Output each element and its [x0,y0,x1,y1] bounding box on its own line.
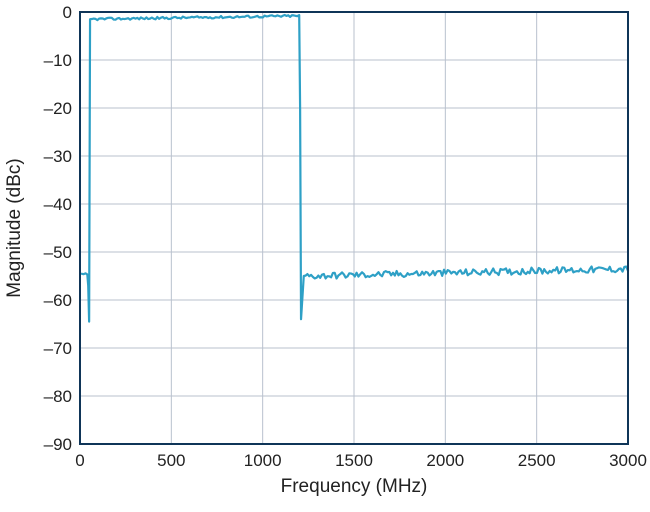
svg-text:Frequency (MHz): Frequency (MHz) [281,476,428,497]
svg-text:Magnitude (dBc): Magnitude (dBc) [4,158,25,297]
svg-text:–20: –20 [44,99,72,118]
svg-text:2500: 2500 [518,451,556,470]
svg-text:–70: –70 [44,339,72,358]
svg-text:–40: –40 [44,195,72,214]
chart-container: 0 500 1000 1500 2000 2500 3000 0 –10 –20 –30 –40 –50… [0,0,650,512]
svg-text:1000: 1000 [244,451,282,470]
svg-text:–30: –30 [44,147,72,166]
svg-text:–90: –90 [44,435,72,454]
svg-text:1500: 1500 [335,451,373,470]
svg-text:–50: –50 [44,243,72,262]
svg-text:0: 0 [75,451,84,470]
svg-text:2000: 2000 [426,451,464,470]
svg-text:–60: –60 [44,291,72,310]
svg-text:–10: –10 [44,51,72,70]
svg-text:0: 0 [63,3,72,22]
svg-text:–80: –80 [44,387,72,406]
svg-text:500: 500 [157,451,185,470]
svg-text:3000: 3000 [609,451,647,470]
line-chart: 0 500 1000 1500 2000 2500 3000 0 –10 –20 –30 –40 –50… [0,0,650,512]
